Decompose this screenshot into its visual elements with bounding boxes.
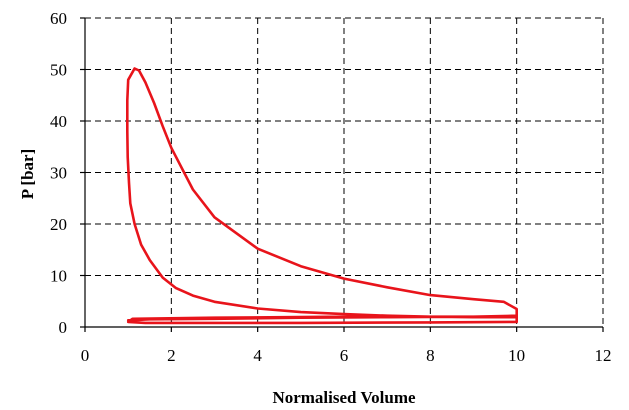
x-tick-label: 10 xyxy=(508,346,525,365)
x-tick-label: 12 xyxy=(595,346,612,365)
x-tick-label: 8 xyxy=(426,346,435,365)
x-axis-title: Normalised Volume xyxy=(272,388,416,407)
y-tick-label: 50 xyxy=(50,61,67,80)
axes xyxy=(80,17,604,332)
y-axis-title: P [bar] xyxy=(18,149,37,200)
x-tick-label: 4 xyxy=(253,346,262,365)
tick-labels: 0 2 4 6 8 10 12 0 10 20 30 40 50 60 xyxy=(50,9,612,365)
grid-lines xyxy=(85,17,604,327)
y-tick-label: 30 xyxy=(50,164,67,183)
y-tick-label: 0 xyxy=(59,318,68,337)
y-tick-label: 10 xyxy=(50,267,67,286)
series-layer xyxy=(126,67,518,325)
y-tick-label: 40 xyxy=(50,112,67,131)
y-tick-label: 20 xyxy=(50,215,67,234)
pv-cycle-line xyxy=(126,67,518,325)
x-tick-label: 6 xyxy=(340,346,349,365)
x-tick-label: 2 xyxy=(167,346,176,365)
y-tick-label: 60 xyxy=(50,9,67,28)
x-tick-label: 0 xyxy=(81,346,90,365)
